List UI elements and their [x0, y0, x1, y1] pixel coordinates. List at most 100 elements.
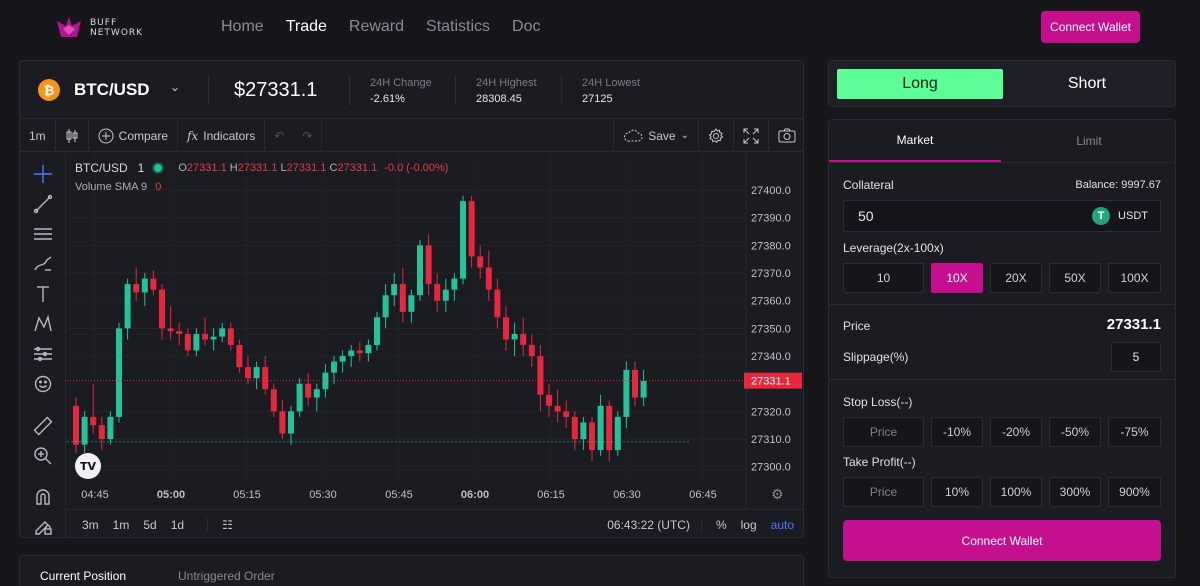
stat-value: 27125 [582, 93, 613, 105]
main-nav: Home Trade Reward Statistics Doc [210, 16, 552, 38]
x-tick-label: 04:45 [81, 489, 109, 501]
brush-icon [34, 256, 52, 271]
nav-trade[interactable]: Trade [285, 18, 327, 35]
candle-body [563, 411, 570, 417]
utc-clock[interactable]: 06:43:22 (UTC) [607, 517, 690, 532]
take-profit-option-300[interactable]: 300% [1049, 477, 1101, 507]
y-tick-label: 27310.0 [751, 434, 791, 446]
nav-statistics[interactable]: Statistics [426, 18, 491, 35]
logo[interactable]: BUFF NETWORK [54, 12, 164, 44]
take-profit-option-900[interactable]: 900% [1108, 477, 1161, 507]
leverage-option-100x[interactable]: 100X [1108, 263, 1161, 293]
ruler-tool[interactable] [32, 415, 54, 437]
stat-label: 24H Change [370, 77, 432, 89]
candles-icon [66, 128, 78, 143]
take-profit-option-100[interactable]: 100% [990, 477, 1042, 507]
date-range-icon[interactable]: ☷ [207, 517, 240, 532]
tab-untriggered-order[interactable]: Untriggered Order [178, 569, 275, 583]
short-button[interactable]: Short [1005, 69, 1169, 99]
emoji-tool[interactable] [32, 373, 54, 395]
trend-line-tool[interactable] [32, 193, 54, 215]
slippage-input[interactable]: 5 [1111, 342, 1161, 372]
range-1m[interactable]: 1m [112, 517, 130, 532]
bitcoin-icon: ₿ [38, 79, 60, 101]
leverage-custom-input[interactable]: 10 [843, 263, 924, 293]
text-tool[interactable] [32, 283, 54, 305]
connect-wallet-button[interactable]: Connect Wallet [843, 520, 1161, 561]
measure-tool[interactable] [32, 343, 54, 365]
take-profit-option-10[interactable]: 10% [931, 477, 983, 507]
candlestick-chart[interactable]: 27400.0 27390.0 27380.0 27370.0 27360.0 27350… [67, 153, 804, 509]
pattern-icon [34, 314, 52, 332]
tab-market[interactable]: Market [829, 120, 1001, 162]
range-5d[interactable]: 5d [143, 517, 157, 532]
tab-current-position[interactable]: Current Position [40, 569, 127, 583]
price-chart[interactable]: 27400.0 27390.0 27380.0 27370.0 27360.0 27350… [67, 153, 804, 537]
take-profit-price-input[interactable]: Price [843, 477, 924, 507]
indicators-button[interactable]: fx Indicators [178, 119, 266, 152]
screenshot-button[interactable] [769, 120, 803, 152]
candle-body [124, 284, 131, 329]
lock-drawing-tool[interactable] [32, 515, 54, 537]
stop-loss-price-input[interactable]: Price [843, 417, 924, 447]
zoom-tool[interactable] [32, 445, 54, 467]
y-tick-label: 27400.0 [751, 185, 791, 197]
crosshair-tool[interactable] [32, 163, 54, 185]
stop-loss-option-50[interactable]: -50% [1049, 417, 1101, 447]
redo-button[interactable]: ↷ [293, 119, 323, 152]
chevron-down-icon[interactable]: ⌄ [170, 80, 181, 94]
fullscreen-button[interactable] [734, 119, 769, 152]
settings-button[interactable] [699, 119, 734, 152]
divider [349, 75, 350, 105]
candle-body [141, 278, 148, 293]
percent-toggle[interactable]: % [700, 517, 734, 532]
horizontal-lines-tool[interactable] [32, 223, 54, 245]
range-3m[interactable]: 3m [82, 517, 99, 532]
stop-loss-option-10[interactable]: -10% [931, 417, 983, 447]
candle-body [193, 333, 200, 351]
sliders-icon [34, 346, 52, 362]
candle-body [494, 289, 501, 318]
candle-body [365, 344, 372, 354]
auto-toggle[interactable]: auto [770, 517, 794, 532]
nav-doc[interactable]: Doc [512, 18, 541, 35]
long-button[interactable]: Long [837, 69, 1003, 99]
stop-loss-option-75[interactable]: -75% [1108, 417, 1161, 447]
connect-wallet-header-button[interactable]: Connect Wallet [1041, 11, 1140, 43]
y-tick-label: 27350.0 [751, 323, 791, 335]
tradingview-logo[interactable]: TV [75, 453, 101, 479]
candle-type-button[interactable] [56, 119, 89, 152]
stat-value: -2.61% [370, 93, 405, 105]
pair-selector[interactable]: BTC/USD [74, 80, 150, 99]
compare-button[interactable]: Compare [89, 119, 179, 152]
save-button[interactable]: Save ⌄ [613, 119, 699, 152]
magnet-tool[interactable] [32, 486, 54, 508]
leverage-option-10x[interactable]: 10X [931, 263, 983, 293]
range-1d[interactable]: 1d [170, 517, 185, 532]
divider [455, 75, 456, 105]
brush-tool[interactable] [32, 253, 54, 275]
volume-value: 0 [155, 181, 162, 193]
leverage-option-20x[interactable]: 20X [990, 263, 1042, 293]
trend-line-icon [33, 194, 53, 214]
take-profit-label: Take Profit(--) [843, 455, 916, 469]
axis-settings-icon[interactable]: ⚙ [771, 487, 784, 503]
pattern-tool[interactable] [32, 313, 54, 335]
tab-limit[interactable]: Limit [1076, 134, 1102, 148]
collateral-input[interactable]: 50 T USDT [843, 200, 1161, 232]
undo-button[interactable]: ↶ [274, 128, 285, 143]
stop-loss-option-20[interactable]: -20% [990, 417, 1042, 447]
stat-label: 24H Lowest [582, 77, 641, 89]
chart-bottom-bar: 3m 1m 5d 1d ☷ 06:43:22 (UTC) % log auto [67, 509, 803, 537]
nav-reward[interactable]: Reward [348, 18, 405, 35]
stat-24h-highest: 24H Highest 28308.45 [476, 77, 537, 105]
candle-body [520, 333, 527, 345]
log-toggle[interactable]: log [740, 517, 757, 532]
collateral-label: Collateral [843, 178, 894, 192]
ruler-icon [33, 416, 53, 436]
leverage-option-50x[interactable]: 50X [1049, 263, 1101, 293]
interval-selector[interactable]: 1m [20, 119, 56, 152]
nav-home[interactable]: Home [221, 18, 264, 35]
candle-body [116, 328, 122, 417]
y-tick-label: 27370.0 [751, 268, 791, 280]
